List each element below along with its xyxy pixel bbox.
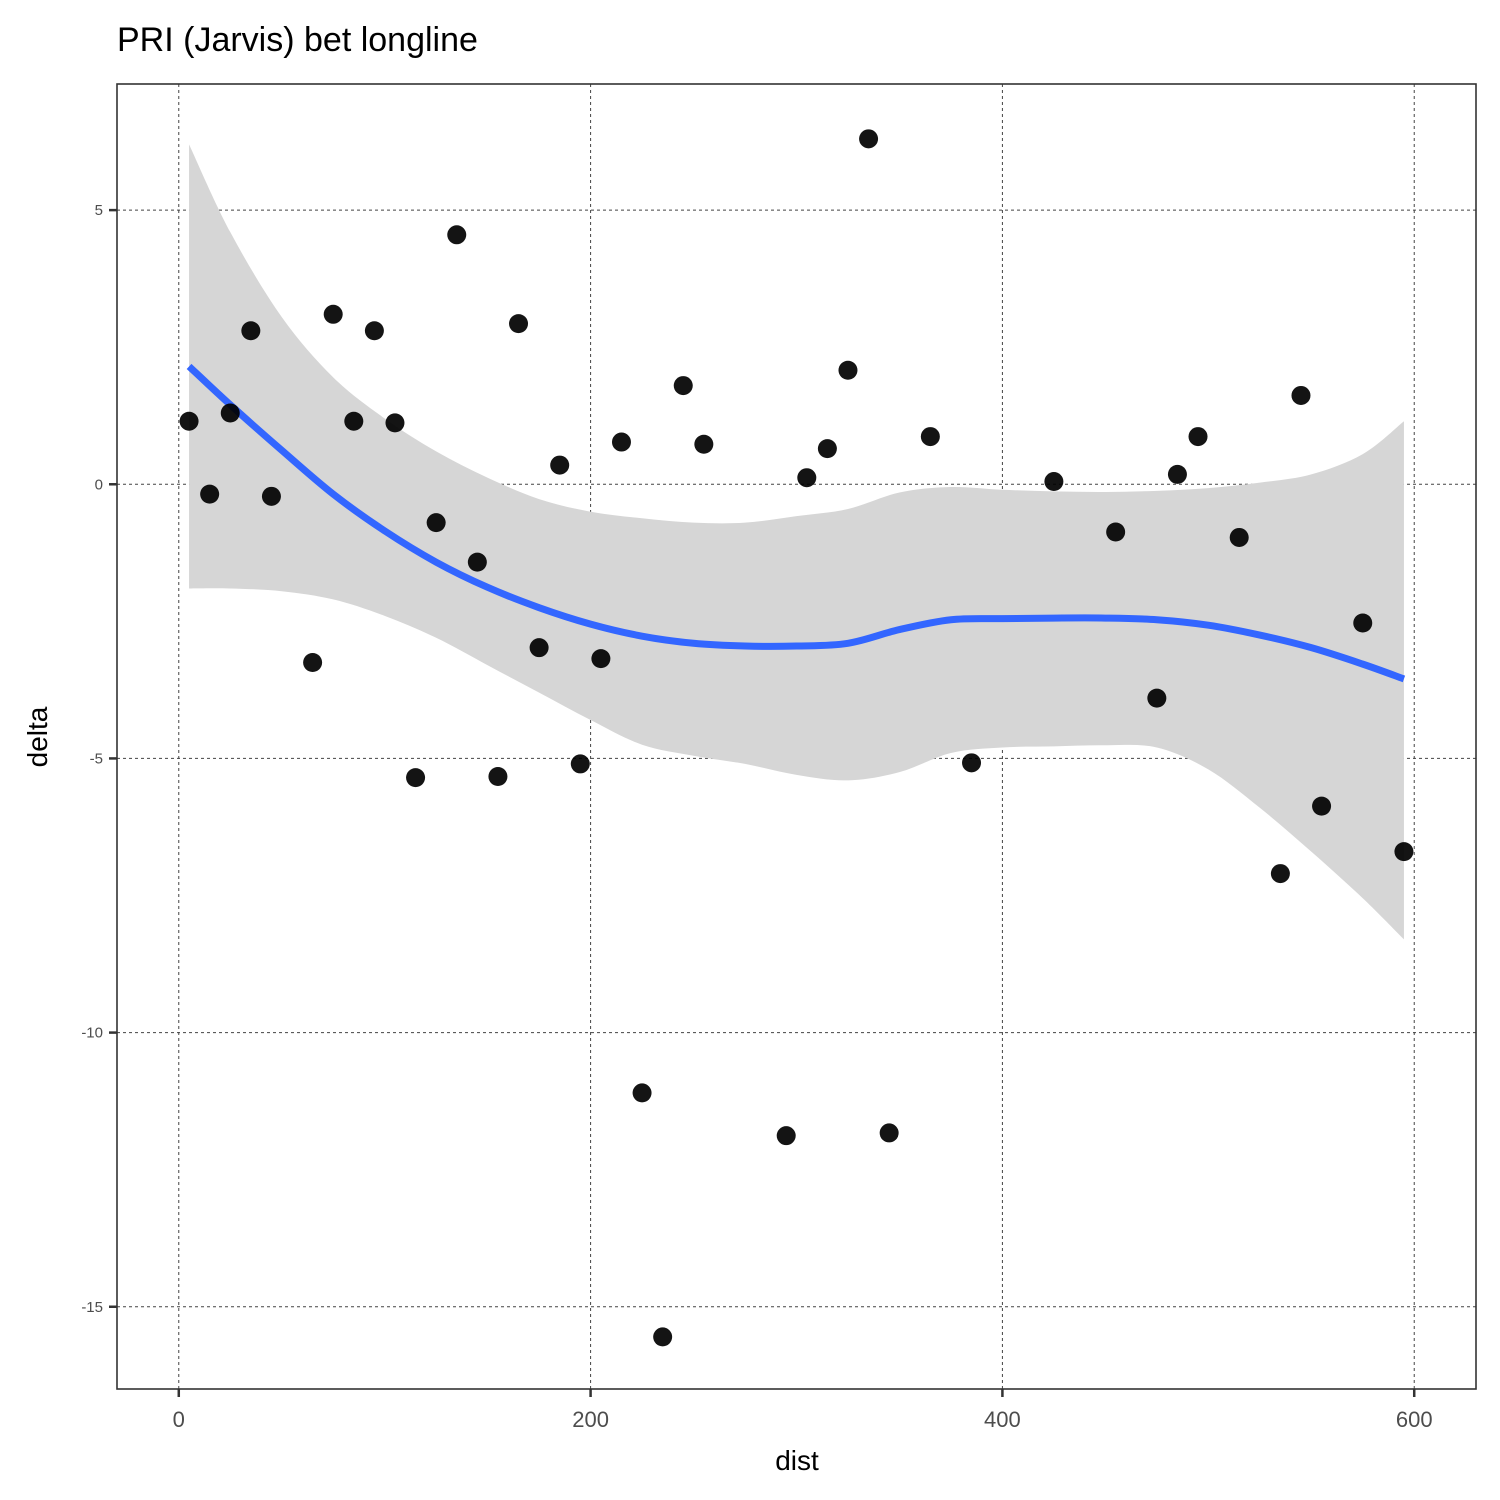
data-point [1147, 688, 1167, 708]
data-point [838, 360, 858, 380]
data-point [1106, 522, 1126, 542]
data-point [406, 768, 426, 788]
data-point [962, 753, 982, 773]
data-point [632, 1083, 652, 1103]
data-point [591, 649, 611, 669]
y-axis-title: delta [22, 706, 53, 767]
data-point [426, 513, 446, 533]
y-tick-label: 5 [95, 202, 103, 219]
data-point [200, 484, 220, 504]
data-point [385, 413, 405, 433]
data-point [859, 129, 879, 149]
data-points [179, 129, 1414, 1347]
data-point [1312, 796, 1332, 816]
plot-frame [116, 83, 1477, 1390]
x-tick-label: 400 [984, 1407, 1021, 1432]
smooth-fit-line [186, 363, 1406, 683]
smooth-line [186, 363, 1406, 683]
data-point [1394, 842, 1414, 862]
data-point [1167, 464, 1187, 484]
data-point [1270, 864, 1290, 884]
data-point [817, 439, 837, 459]
data-point [1291, 385, 1311, 405]
x-tick-label: 0 [173, 1407, 185, 1432]
data-point [303, 652, 323, 672]
data-point [1044, 472, 1064, 492]
data-point [529, 638, 549, 658]
data-point [467, 552, 487, 572]
data-point [179, 411, 199, 431]
data-point [261, 486, 281, 506]
data-point [920, 427, 940, 447]
data-point [673, 376, 693, 396]
data-point [550, 455, 570, 475]
y-axis: 5 0 -5 -10 -15 [81, 202, 117, 1316]
plot-area [116, 83, 1477, 1390]
data-point [323, 304, 343, 324]
data-point [570, 754, 590, 774]
x-tick-label: 600 [1396, 1407, 1433, 1432]
data-point [694, 434, 714, 454]
y-tick-label: 0 [95, 476, 103, 493]
y-tick-label: -10 [81, 1025, 103, 1042]
y-tick-label: -5 [90, 750, 103, 767]
data-point [1188, 427, 1208, 447]
data-point [447, 225, 467, 245]
x-axis: 0 200 400 600 [173, 1389, 1433, 1432]
data-point [1229, 527, 1249, 547]
data-point [241, 321, 261, 341]
confidence-band [189, 144, 1404, 940]
confidence-ribbon [189, 144, 1404, 940]
data-point [509, 314, 529, 334]
data-point [488, 767, 508, 787]
data-point [797, 468, 817, 488]
chart-title: PRI (Jarvis) bet longline [117, 21, 478, 59]
data-point [611, 432, 631, 452]
data-point [220, 403, 240, 423]
data-point [776, 1126, 796, 1146]
data-point [1353, 613, 1373, 633]
data-point [364, 321, 384, 341]
y-tick-label: -15 [81, 1299, 103, 1316]
data-point [653, 1327, 673, 1347]
data-point [879, 1123, 899, 1143]
data-point [344, 411, 364, 431]
x-axis-title: dist [775, 1445, 819, 1476]
x-tick-label: 200 [572, 1407, 609, 1432]
